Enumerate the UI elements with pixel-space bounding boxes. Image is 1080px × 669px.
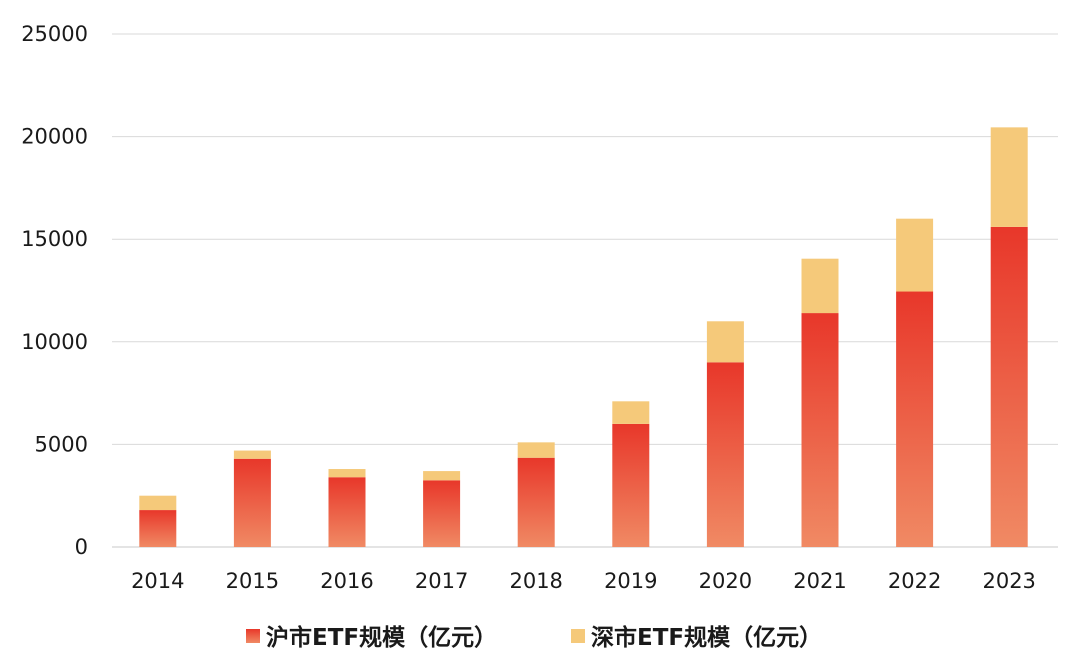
legend-item-shenzhen: 深市ETF规模（亿元） bbox=[571, 624, 822, 651]
bar-segment-shanghai bbox=[139, 510, 177, 547]
legend-label-shenzhen: 深市ETF规模（亿元） bbox=[591, 624, 822, 651]
bar-segment-shenzhen bbox=[328, 469, 366, 478]
legend-swatch-shanghai bbox=[246, 629, 260, 643]
bar-segment-shenzhen bbox=[896, 218, 934, 292]
x-tick-label: 2019 bbox=[604, 569, 657, 593]
bar-segment-shanghai bbox=[233, 458, 271, 547]
x-tick-label: 2018 bbox=[509, 569, 562, 593]
legend-label-shanghai: 沪市ETF规模（亿元） bbox=[266, 624, 497, 651]
x-tick-label: 2020 bbox=[699, 569, 752, 593]
y-tick-label: 20000 bbox=[21, 125, 88, 149]
x-tick-label: 2021 bbox=[793, 569, 846, 593]
bar-segment-shanghai bbox=[517, 457, 555, 547]
bar-segment-shenzhen bbox=[139, 495, 177, 511]
x-tick-label: 2017 bbox=[415, 569, 468, 593]
bar-segment-shanghai bbox=[801, 313, 839, 547]
bar-segment-shenzhen bbox=[801, 258, 839, 314]
x-tick-label: 2023 bbox=[982, 569, 1035, 593]
y-tick-label: 0 bbox=[75, 535, 88, 559]
bar-segment-shenzhen bbox=[233, 450, 271, 459]
bar-segment-shanghai bbox=[990, 226, 1028, 547]
bar-segment-shenzhen bbox=[612, 401, 650, 424]
bar-segment-shanghai bbox=[706, 362, 744, 547]
x-axis-tick-labels: 2014 2015 2016 2017 2018 2019 2020 2021 2022 2023 bbox=[131, 569, 1036, 593]
bar-segment-shenzhen bbox=[990, 127, 1028, 227]
bar-segment-shanghai bbox=[896, 291, 934, 547]
y-tick-label: 15000 bbox=[21, 227, 88, 251]
bar-segment-shanghai bbox=[328, 477, 366, 547]
y-tick-label: 5000 bbox=[35, 432, 88, 456]
bar-segment-shanghai bbox=[612, 423, 650, 547]
legend-item-shanghai: 沪市ETF规模（亿元） bbox=[246, 624, 497, 651]
legend: 沪市ETF规模（亿元） 深市ETF规模（亿元） bbox=[246, 624, 822, 651]
bar-segment-shenzhen bbox=[706, 321, 744, 363]
x-tick-label: 2014 bbox=[131, 569, 184, 593]
y-tick-label: 25000 bbox=[21, 22, 88, 46]
bar-segment-shenzhen bbox=[517, 442, 555, 458]
bars bbox=[139, 127, 1028, 547]
x-tick-label: 2022 bbox=[888, 569, 941, 593]
bar-segment-shanghai bbox=[423, 480, 461, 547]
x-tick-label: 2015 bbox=[226, 569, 279, 593]
x-tick-label: 2016 bbox=[320, 569, 373, 593]
y-tick-label: 10000 bbox=[21, 330, 88, 354]
bar-segment-shenzhen bbox=[423, 471, 461, 481]
legend-swatch-shenzhen bbox=[571, 629, 585, 643]
y-axis-tick-labels: 0 5000 10000 15000 20000 25000 bbox=[21, 22, 88, 559]
